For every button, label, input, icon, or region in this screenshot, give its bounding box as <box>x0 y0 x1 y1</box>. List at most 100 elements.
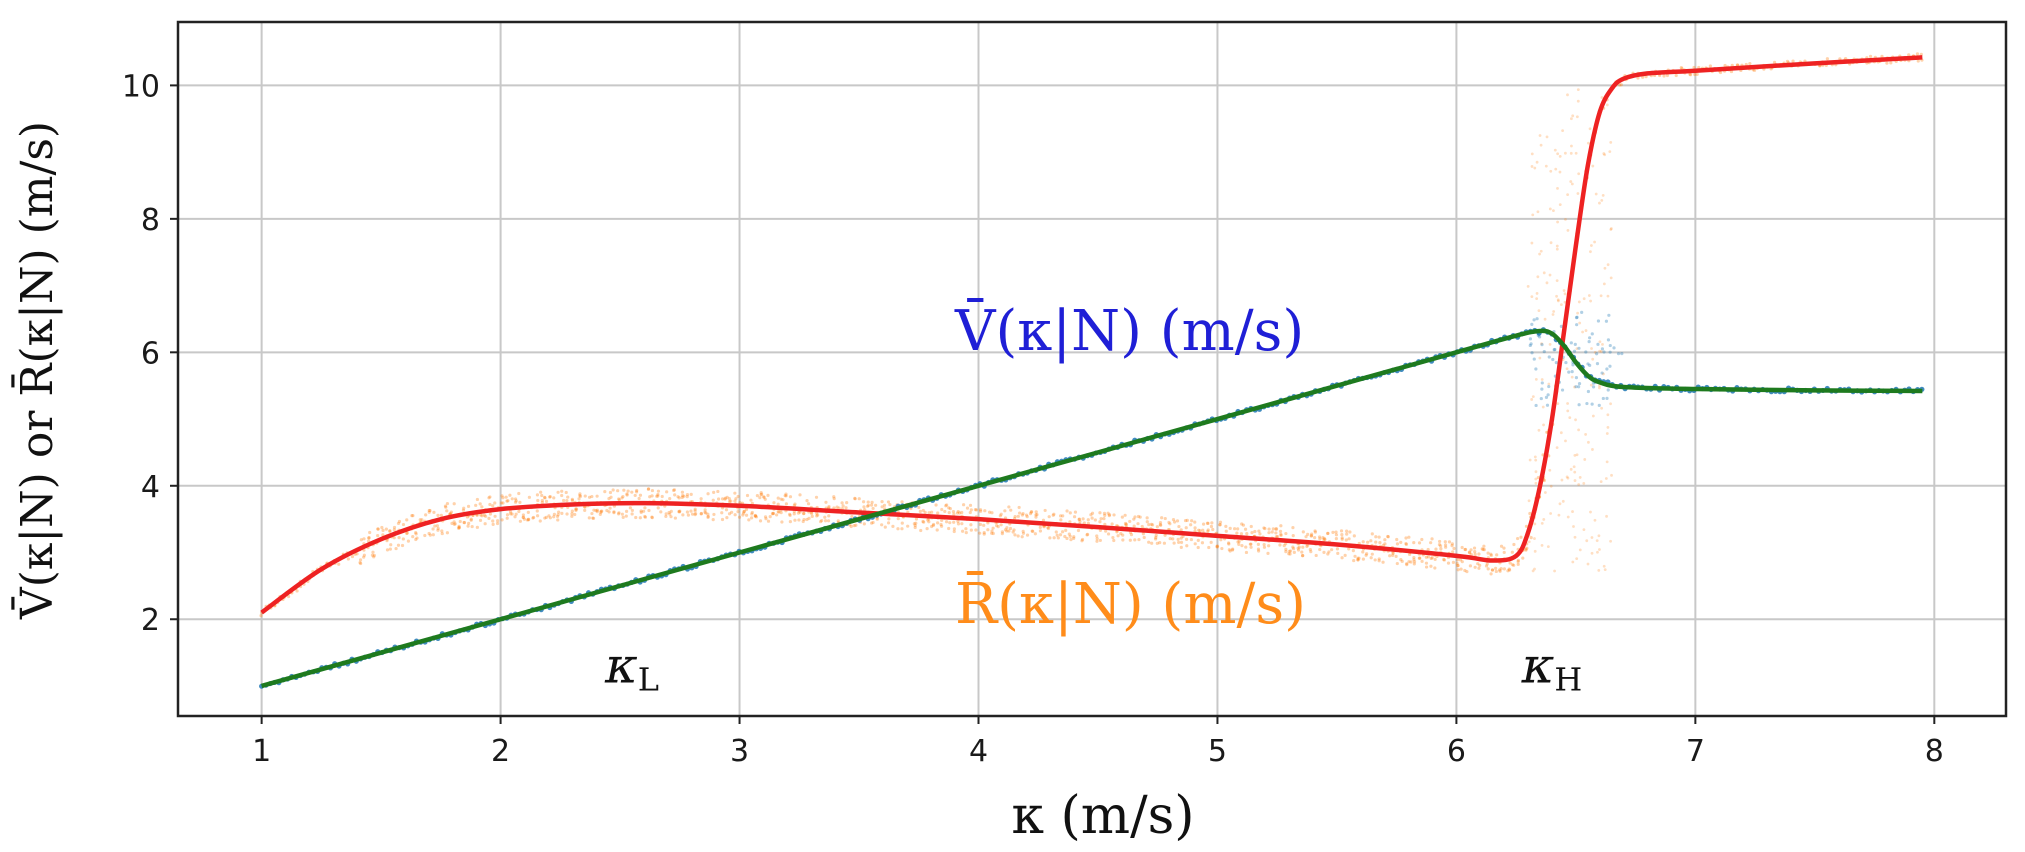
scatter-point-r <box>381 528 385 533</box>
scatter-point-r <box>875 517 879 521</box>
scatter-point-r <box>1407 560 1411 564</box>
scatter-point-v <box>1612 346 1616 350</box>
scatter-point-r <box>478 502 482 506</box>
scatter-point-r <box>1207 545 1211 550</box>
scatter-point-r <box>1576 311 1580 315</box>
scatter-point-r <box>1077 517 1081 522</box>
scatter-point-r <box>750 516 754 520</box>
scatter-point-r <box>1189 523 1193 527</box>
scatter-point-r <box>388 529 392 533</box>
scatter-point-r <box>469 517 473 521</box>
scatter-point-r <box>815 514 819 518</box>
scatter-point-r <box>514 499 518 503</box>
scatter-point-r <box>1473 550 1477 554</box>
scatter-point-r <box>1021 512 1025 516</box>
scatter-point-r <box>1602 152 1606 155</box>
scatter-point-r <box>1723 63 1727 68</box>
scatter-point-r <box>1145 516 1149 520</box>
scatter-point-r <box>414 530 418 535</box>
scatter-point-r <box>703 508 707 512</box>
scatter-point-r <box>359 561 363 566</box>
scatter-point-r <box>380 525 384 530</box>
scatter-point-r <box>923 510 927 515</box>
scatter-point-r <box>643 515 647 519</box>
scatter-point-r <box>630 508 635 513</box>
scatter-point-r <box>1107 513 1112 517</box>
scatter-point-r <box>1572 525 1575 528</box>
scatter-point-r <box>1404 542 1408 547</box>
scatter-point-r <box>414 537 418 542</box>
scatter-point-r <box>625 493 629 497</box>
scatter-point-r <box>1524 547 1528 551</box>
scatter-point-r <box>1573 479 1577 482</box>
scatter-point-r <box>1220 546 1224 551</box>
scatter-point-r <box>1124 522 1128 526</box>
annotations: κL κH <box>604 637 1582 699</box>
scatter-point-r <box>1600 96 1604 99</box>
scatter-point-r <box>362 537 366 541</box>
scatter-point-r <box>562 498 566 503</box>
scatter-point-r <box>1609 228 1613 231</box>
scatter-point-r <box>1326 552 1330 556</box>
scatter-point-r <box>680 490 685 494</box>
scatter-point-r <box>685 493 690 497</box>
scatter-point-r <box>835 505 839 509</box>
scatter-point-r <box>544 515 548 519</box>
scatter-point-r <box>768 515 772 519</box>
scatter-point-r <box>1599 350 1603 353</box>
scatter-point-r <box>526 518 531 522</box>
scatter-point-r <box>1352 534 1356 538</box>
scatter-point-r <box>749 498 753 502</box>
scatter-point-r <box>358 561 362 565</box>
scatter-point-r <box>1150 541 1154 545</box>
scatter-point-v <box>1535 317 1539 321</box>
scatter-point-r <box>1173 520 1177 524</box>
scatter-point-r <box>996 525 1000 529</box>
scatter-point-r <box>450 521 454 525</box>
scatter-point-r <box>1340 537 1344 541</box>
scatter-point-r <box>432 510 436 514</box>
scatter-point-r <box>1340 536 1344 540</box>
scatter-point-r <box>420 518 424 522</box>
scatter-point-r <box>1880 54 1884 58</box>
scatter-point-r <box>1424 561 1429 565</box>
scatter-point-r <box>1291 545 1295 549</box>
scatter-point-r <box>1168 522 1172 526</box>
scatter-point-r <box>462 506 466 510</box>
scatter-point-v <box>1539 396 1543 401</box>
scatter-point-r <box>990 529 994 533</box>
scatter-point-r <box>444 505 448 509</box>
scatter-point-r <box>1301 545 1305 549</box>
scatter-point-r <box>488 502 492 507</box>
scatter-point-r <box>1391 553 1395 557</box>
scatter-point-r <box>1589 510 1592 514</box>
scatter-point-r <box>1177 524 1181 529</box>
scatter-point-r <box>1594 192 1598 196</box>
scatter-point-r <box>505 516 509 520</box>
scatter-point-r <box>990 531 994 535</box>
scatter-point-r <box>853 497 857 501</box>
scatter-point-r <box>960 510 964 515</box>
scatter-point-r <box>475 497 480 502</box>
scatter-point-r <box>1548 207 1552 211</box>
scatter-point-r <box>1577 428 1580 432</box>
x-tick-label: 7 <box>1686 734 1705 769</box>
scatter-point-r <box>1249 524 1253 529</box>
scatter-point-r <box>445 502 450 506</box>
scatter-point-r <box>1008 526 1013 531</box>
scatter-point-r <box>1072 536 1076 540</box>
scatter-point-r <box>1527 540 1531 544</box>
scatter-point-r <box>720 511 724 515</box>
scatter-point-r <box>1455 561 1459 566</box>
scatter-point-r <box>1412 562 1416 566</box>
scatter-point-r <box>1219 538 1223 542</box>
scatter-point-r <box>1248 542 1252 546</box>
scatter-point-r <box>982 523 986 527</box>
scatter-point-r <box>1168 536 1172 541</box>
scatter-point-r <box>1086 521 1090 525</box>
scatter-point-r <box>1106 532 1111 536</box>
scatter-point-r <box>1030 529 1034 533</box>
scatter-point-r <box>1469 548 1473 552</box>
scatter-point-r <box>1556 298 1560 302</box>
scatter-point-r <box>1539 143 1543 147</box>
